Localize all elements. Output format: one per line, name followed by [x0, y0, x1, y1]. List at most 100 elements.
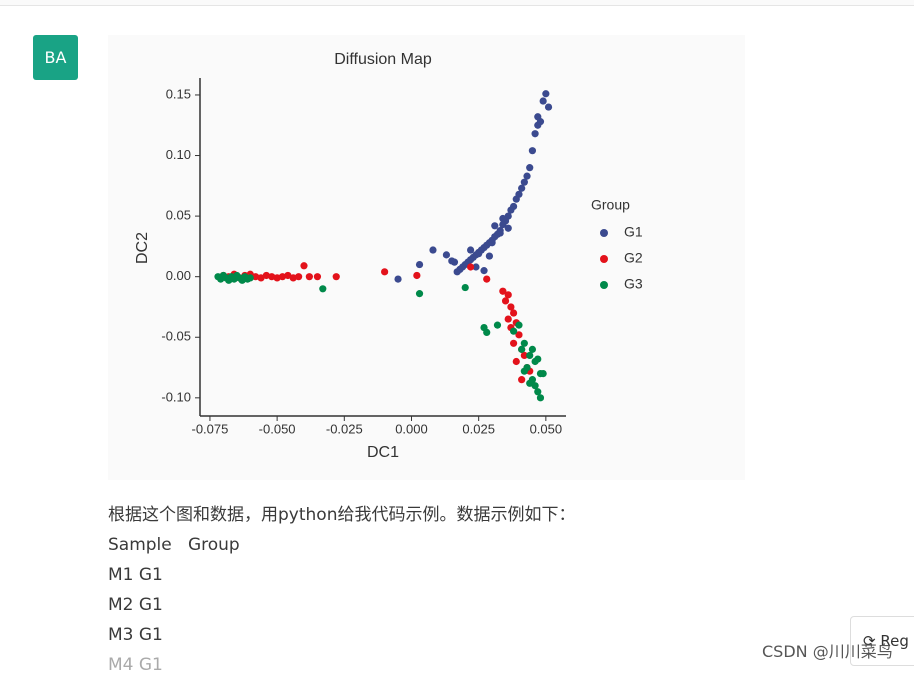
point: [413, 271, 421, 280]
point: [542, 90, 550, 98]
chart: Diffusion Map DC1 DC2 Group -0.075 -0.050…: [134, 51, 643, 461]
point: [394, 275, 402, 283]
point: [520, 351, 528, 360]
point: [493, 321, 502, 329]
top-bar: [0, 0, 914, 6]
point: [501, 297, 510, 305]
point: [512, 195, 520, 203]
point: [504, 224, 512, 232]
point: [526, 351, 534, 360]
y-tick-label: 0.00: [166, 268, 191, 283]
point: [515, 321, 523, 329]
legend-label: G1: [624, 224, 643, 240]
point: [257, 274, 265, 282]
point: [531, 130, 539, 138]
point: [295, 273, 303, 281]
point: [472, 263, 480, 271]
legend-title: Group: [591, 197, 630, 213]
point: [507, 206, 515, 214]
point: [534, 121, 542, 129]
message-line: Sample Group: [108, 535, 240, 555]
point: [381, 268, 389, 276]
point: [278, 273, 287, 281]
point: [289, 274, 297, 282]
point: [509, 327, 518, 335]
y-tick-label: -0.05: [161, 329, 191, 344]
message-line: M2 G1: [108, 595, 163, 615]
x-tick-label: 0.025: [462, 421, 495, 436]
x-tick-label: -0.025: [326, 421, 363, 436]
point: [499, 220, 507, 229]
point: [534, 388, 542, 396]
x-tick-label: 0.050: [530, 421, 563, 436]
point: [252, 273, 260, 281]
point: [268, 273, 276, 281]
point: [507, 303, 515, 311]
point: [534, 113, 542, 121]
point: [467, 246, 475, 254]
point: [461, 283, 469, 292]
point: [531, 382, 539, 390]
point: [442, 251, 451, 259]
point: [467, 263, 475, 271]
point: [313, 273, 322, 281]
point: [518, 184, 526, 192]
point: [515, 331, 523, 339]
y-axis-title: DC2: [134, 232, 151, 264]
point: [429, 246, 437, 254]
point: [518, 345, 526, 353]
point: [504, 315, 512, 323]
y-tick-label: 0.05: [166, 208, 191, 223]
point: [520, 339, 528, 347]
point: [448, 257, 456, 265]
point: [509, 339, 518, 347]
y-tick-label: 0.10: [166, 147, 191, 162]
point: [273, 274, 281, 282]
point: [246, 274, 254, 282]
message-line: M4 G1: [108, 655, 163, 675]
point: [528, 147, 537, 155]
point: [536, 394, 545, 402]
point: [319, 285, 327, 293]
point: [526, 164, 534, 172]
point: [332, 273, 340, 281]
point: [475, 250, 483, 258]
point: [483, 328, 491, 337]
point: [284, 271, 292, 280]
regenerate-button[interactable]: ⟳ Reg: [850, 616, 914, 666]
message-line: 根据这个图和数据，用python给我代码示例。数据示例如下：: [108, 505, 576, 525]
point: [520, 178, 528, 186]
legend-label: G3: [624, 276, 643, 292]
point: [523, 172, 531, 180]
point: [518, 376, 526, 384]
x-tick-label: -0.075: [192, 421, 229, 436]
y-tick-label: 0.15: [166, 86, 191, 101]
point: [483, 275, 491, 283]
message-line: M3 G1: [108, 625, 163, 645]
legend-swatch: [600, 255, 608, 263]
chart-image: [108, 35, 745, 480]
point: [300, 262, 308, 270]
point: [528, 345, 537, 353]
legend-label: G2: [624, 250, 643, 266]
point: [488, 239, 496, 247]
point: [512, 357, 520, 366]
point: [480, 267, 488, 275]
point: [262, 271, 270, 280]
point: [415, 260, 424, 269]
point: [520, 367, 528, 375]
point: [496, 229, 504, 237]
point: [504, 291, 512, 299]
x-axis-title: DC1: [367, 444, 399, 461]
point: [509, 309, 518, 317]
regenerate-label: Reg: [880, 632, 909, 650]
point: [485, 252, 494, 260]
message-line: M1 G1: [108, 565, 163, 585]
x-tick-label: -0.050: [259, 421, 296, 436]
point: [526, 379, 534, 387]
point: [544, 103, 553, 111]
point: [453, 268, 461, 276]
legend-swatch: [600, 281, 608, 289]
point: [499, 214, 507, 223]
